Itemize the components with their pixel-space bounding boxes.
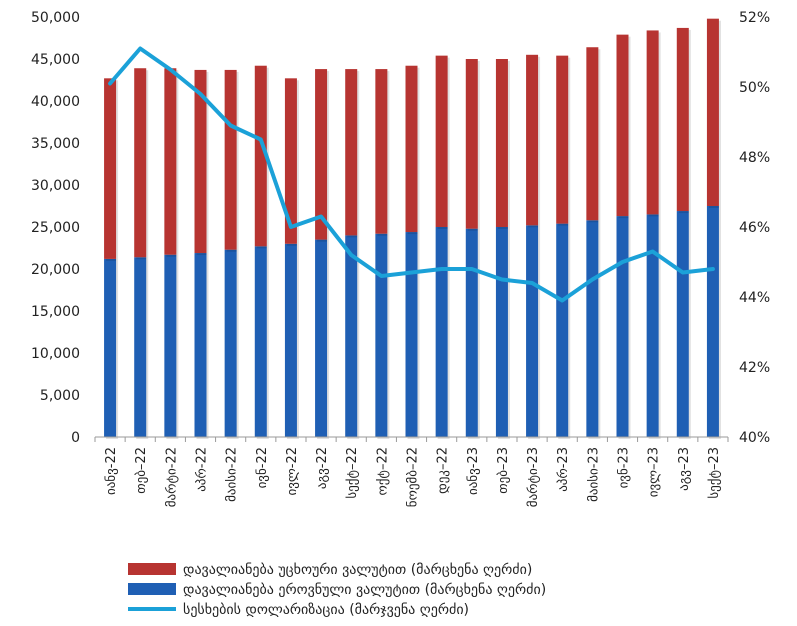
x-tick-label: ივნ-23	[617, 447, 632, 488]
bar-local-currency-12	[465, 228, 478, 437]
bar-foreign-currency-19	[676, 27, 689, 212]
x-tick-label: ოქტ–22	[375, 447, 390, 495]
x-tick-label: მაისი-23	[586, 447, 601, 502]
legend-label: სესხების დოლარიზაცია (მარჯვენა ღერძი)	[183, 601, 469, 618]
bar-foreign-currency-16	[586, 47, 599, 221]
x-tick-label: აპრ-22	[195, 447, 210, 492]
legend-swatch	[128, 563, 176, 575]
x-tick-label: ნოემბ–22	[406, 447, 421, 507]
bar-foreign-currency-11	[435, 55, 448, 227]
x-tick-label: თებ–23	[496, 447, 511, 494]
x-tick-label: ივლ–23	[647, 447, 662, 497]
bar-foreign-currency-7	[315, 69, 328, 240]
y-right-tick-label: 52%	[739, 10, 770, 26]
bar-foreign-currency-8	[345, 69, 358, 236]
y-right-tick-label: 48%	[739, 150, 770, 166]
bar-foreign-currency-14	[526, 54, 539, 226]
bar-foreign-currency-3	[194, 69, 207, 254]
axes-layer: 0 5,000 10,000 15,000 20,000 25,000 30,000 35,0…	[31, 10, 770, 446]
x-tick-label: დეკ–22	[436, 447, 451, 494]
y-left-tick-label: 25,000	[31, 220, 80, 236]
bar-foreign-currency-6	[284, 78, 297, 244]
y-left-tick-label: 5,000	[40, 388, 80, 404]
y-left-tick-label: 30,000	[31, 178, 80, 194]
bar-local-currency-17	[616, 216, 629, 437]
bar-foreign-currency-4	[224, 69, 237, 250]
bar-foreign-currency-10	[405, 65, 418, 233]
bar-local-currency-3	[194, 253, 207, 437]
legend-swatch	[128, 583, 176, 595]
y-left-tick-label: 40,000	[31, 94, 80, 110]
bar-foreign-currency-12	[465, 59, 478, 229]
bar-local-currency-14	[526, 225, 539, 437]
x-tick-label: მაისი-22	[225, 447, 240, 502]
y-right-tick-label: 44%	[739, 290, 770, 306]
y-left-tick-label: 50,000	[31, 10, 80, 26]
bar-local-currency-11	[435, 227, 448, 437]
bar-foreign-currency-20	[706, 18, 719, 207]
x-tick-label: ივნ-22	[255, 447, 270, 488]
bar-foreign-currency-15	[556, 55, 569, 224]
y-right-tick-label: 42%	[739, 360, 770, 376]
y-left-tick-label: 10,000	[31, 346, 80, 362]
x-tick-label: იანვ-22	[104, 447, 119, 495]
x-tick-label: ივლ-22	[285, 447, 300, 495]
y-left-tick-label: 20,000	[31, 262, 80, 278]
y-left-tick-label: 35,000	[31, 136, 80, 152]
bar-local-currency-19	[676, 211, 689, 437]
bar-local-currency-18	[646, 214, 659, 437]
y-right-tick-label: 40%	[739, 430, 770, 446]
bar-local-currency-10	[405, 232, 418, 437]
bar-foreign-currency-1	[134, 68, 147, 258]
bars-layer	[104, 18, 721, 439]
bar-local-currency-4	[224, 249, 237, 437]
y-left-tick-label: 0	[71, 430, 80, 446]
bar-foreign-currency-17	[616, 34, 629, 217]
y-left-tick-label: 45,000	[31, 52, 80, 68]
bar-local-currency-8	[345, 235, 358, 437]
bar-local-currency-20	[706, 206, 719, 437]
bar-foreign-currency-0	[104, 78, 117, 259]
bar-local-currency-1	[134, 257, 147, 437]
legend-label: დავალიანება ეროვნული ვალუტით (მარცხენა ღ…	[183, 581, 546, 598]
bar-local-currency-15	[556, 223, 569, 437]
x-tick-labels: იანვ-22 თებ–22 მარტი-22 აპრ-22 მაისი-22 ივნ-2…	[104, 447, 722, 507]
x-tick-label: მარტი-22	[164, 447, 179, 507]
bar-local-currency-13	[495, 227, 508, 437]
bar-foreign-currency-9	[375, 69, 388, 234]
bar-local-currency-2	[164, 254, 177, 437]
bar-foreign-currency-2	[164, 68, 177, 255]
bar-local-currency-7	[315, 239, 328, 437]
bar-local-currency-0	[104, 258, 117, 437]
legend: დავალიანება უცხოური ვალუტით (მარცხენა ღე…	[128, 561, 546, 618]
x-tick-label: სექტ–22	[345, 447, 360, 499]
bar-foreign-currency-18	[646, 30, 659, 215]
bar-foreign-currency-5	[254, 65, 267, 247]
legend-label: დავალიანება უცხოური ვალუტით (მარცხენა ღე…	[183, 561, 532, 578]
line-layer	[108, 46, 715, 303]
x-tick-label: აპრ-23	[556, 447, 571, 492]
bar-local-currency-5	[254, 246, 267, 437]
x-tick-label: იანვ-23	[466, 447, 481, 495]
dollarization-line	[108, 46, 715, 303]
bar-local-currency-6	[284, 243, 297, 437]
y-right-tick-label: 46%	[739, 220, 770, 236]
y-right-tick-label: 50%	[739, 80, 770, 96]
x-tick-label: აგვ–23	[677, 447, 692, 491]
bar-foreign-currency-13	[495, 59, 508, 227]
bar-local-currency-9	[375, 233, 388, 437]
x-tick-label: თებ–22	[134, 447, 149, 494]
x-tick-label: აგვ-22	[315, 447, 330, 489]
bar-local-currency-16	[586, 220, 599, 437]
x-tick-label: მარტი-23	[526, 447, 541, 507]
y-left-tick-label: 15,000	[31, 304, 80, 320]
x-tick-label: სექტ–23	[707, 447, 722, 499]
